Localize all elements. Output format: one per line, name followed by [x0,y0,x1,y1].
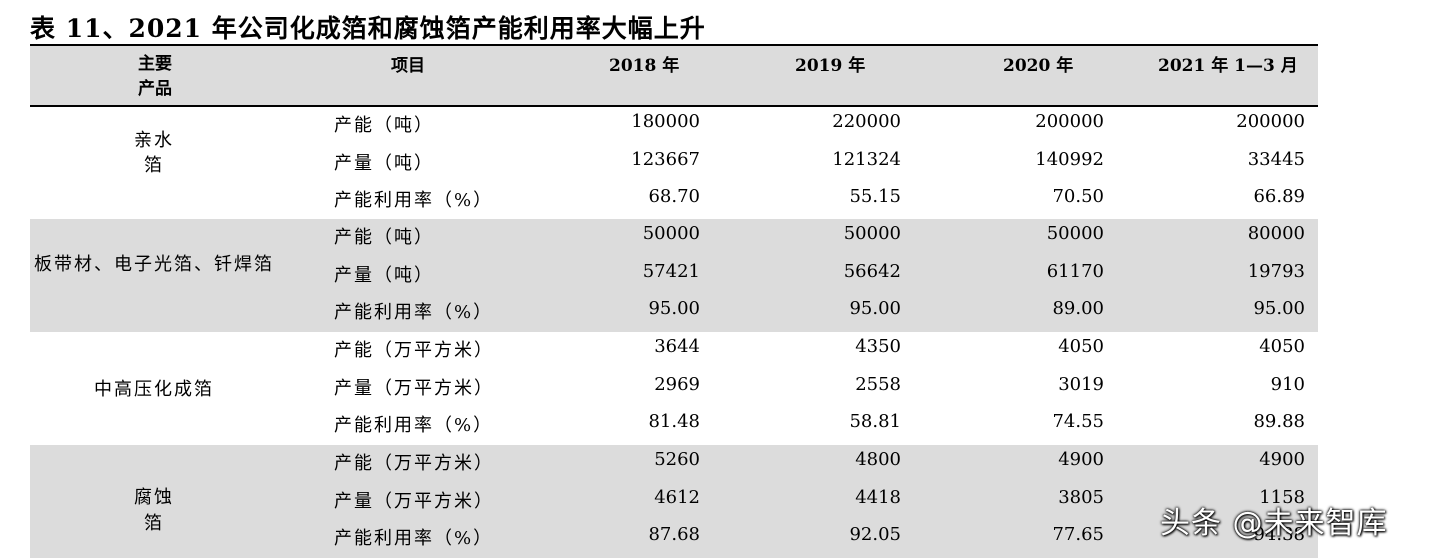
table-header: 主要 产品 项目 2018 年 2019 年 2020 年 2021 年 1—3… [30,46,1318,107]
value-2018: 2969 [654,373,700,395]
row-item: 产能（万平方米） [334,453,494,474]
value-2019: 92.05 [849,524,901,545]
watermark: 头条 @未来智库 [1160,506,1388,541]
value-2020: 70.50 [1052,186,1104,207]
value-2020: 74.55 [1052,411,1104,432]
product-group: 腐蚀 箔 产能（万平方米） 5260 4800 4900 4900 产量（万平方… [30,445,1318,558]
table-row: 产能（吨） 50000 50000 50000 80000 [30,219,1318,257]
table-row: 产量（吨） 123667 121324 140992 33445 [30,145,1318,183]
value-2019: 2558 [855,373,901,395]
value-2019: 4418 [855,486,901,508]
value-2021: 4050 [1259,336,1305,357]
value-2021: 910 [1270,373,1305,395]
row-item: 产量（万平方米） [334,377,494,399]
product-group: 板带材、电子光箔、钎焊箔 产能（吨） 50000 50000 50000 800… [30,219,1318,332]
value-2019: 58.81 [849,411,901,432]
header-2018: 2018 年 [609,56,680,76]
header-product-line1: 主要 [138,54,172,74]
group-label-line1: 亲水 [134,130,174,151]
value-2020: 77.65 [1052,524,1104,545]
table-row: 产能利用率（%） 68.70 55.15 70.50 66.89 [30,182,1318,220]
value-2021: 1158 [1259,486,1305,508]
value-2019: 121324 [832,148,901,170]
value-2021: 200000 [1236,111,1305,132]
row-item: 产量（万平方米） [334,490,494,512]
header-product-line2: 产品 [138,79,172,99]
value-2021: 19793 [1247,260,1305,282]
group-label-line1: 中高压化成箔 [94,379,214,400]
value-2020: 4050 [1058,336,1104,357]
value-2018: 68.70 [648,186,700,207]
value-2018: 4612 [654,486,700,508]
row-item: 产能（吨） [334,115,434,136]
value-2021: 89.88 [1253,411,1305,432]
value-2020: 3805 [1058,486,1104,508]
value-2018: 81.48 [648,411,700,432]
table-row: 产能利用率（%） 95.00 95.00 89.00 95.00 [30,294,1318,332]
value-2020: 3019 [1058,373,1104,395]
value-2020: 200000 [1035,111,1104,132]
value-2020: 89.00 [1052,298,1104,319]
row-item: 产能利用率（%） [334,415,494,436]
value-2021: 95.00 [1253,298,1305,319]
value-2021: 33445 [1247,148,1305,170]
value-2018: 95.00 [648,298,700,319]
value-2019: 4350 [855,336,901,357]
value-2019: 56642 [843,260,901,282]
table-row: 产能利用率（%） 81.48 58.81 74.55 89.88 [30,407,1318,445]
row-item: 产量（吨） [334,264,434,286]
value-2019: 50000 [843,223,901,244]
table-row: 产量（万平方米） 2969 2558 3019 910 [30,370,1318,408]
value-2021: 66.89 [1253,186,1305,207]
row-item: 产能利用率（%） [334,190,494,211]
value-2021: 4900 [1259,449,1305,470]
group-label-line1: 腐蚀 [134,487,174,508]
value-2018: 5260 [654,449,700,470]
row-item: 产能利用率（%） [334,302,494,323]
header-2019: 2019 年 [795,56,866,76]
value-2018: 123667 [631,148,700,170]
product-group: 中高压化成箔 产能（万平方米） 3644 4350 4050 4050 产量（万… [30,332,1318,445]
header-item: 项目 [391,56,425,76]
table-title: 表 11、2021 年公司化成箔和腐蚀箔产能利用率大幅上升 [30,14,706,43]
header-2021-q1: 2021 年 1—3 月 [1158,56,1298,76]
value-2018: 50000 [642,223,700,244]
table-top-rule [30,44,1318,46]
header-2020: 2020 年 [1003,56,1074,76]
table-row: 产能（万平方米） 3644 4350 4050 4050 [30,332,1318,370]
row-item: 产能利用率（%） [334,528,494,549]
row-item: 产能（吨） [334,227,434,248]
value-2018: 57421 [642,260,700,282]
product-group: 亲水 箔 产能（吨） 180000 220000 200000 200000 产… [30,107,1318,219]
row-item: 产能（万平方米） [334,340,494,361]
value-2019: 55.15 [849,186,901,207]
table-row: 产能（吨） 180000 220000 200000 200000 [30,107,1318,145]
value-2020: 140992 [1035,148,1104,170]
table-row: 产能（万平方米） 5260 4800 4900 4900 [30,445,1318,483]
value-2020: 50000 [1046,223,1104,244]
value-2018: 87.68 [648,524,700,545]
value-2018: 3644 [654,336,700,357]
group-label-line2: 箔 [144,155,164,176]
value-2021: 80000 [1247,223,1305,244]
value-2019: 95.00 [849,298,901,319]
group-label-line2: 箔 [144,513,164,534]
value-2020: 4900 [1058,449,1104,470]
value-2020: 61170 [1046,260,1104,282]
value-2019: 220000 [832,111,901,132]
row-item: 产量（吨） [334,152,434,174]
table-row: 产能利用率（%） 87.68 92.05 77.65 94.38 [30,520,1318,558]
value-2019: 4800 [855,449,901,470]
value-2021: 94.38 [1253,524,1305,545]
value-2018: 180000 [631,111,700,132]
group-label-line1: 板带材、电子光箔、钎焊箔 [34,254,274,275]
table-row: 产量（万平方米） 4612 4418 3805 1158 [30,483,1318,521]
table-row: 产量（吨） 57421 56642 61170 19793 [30,257,1318,295]
